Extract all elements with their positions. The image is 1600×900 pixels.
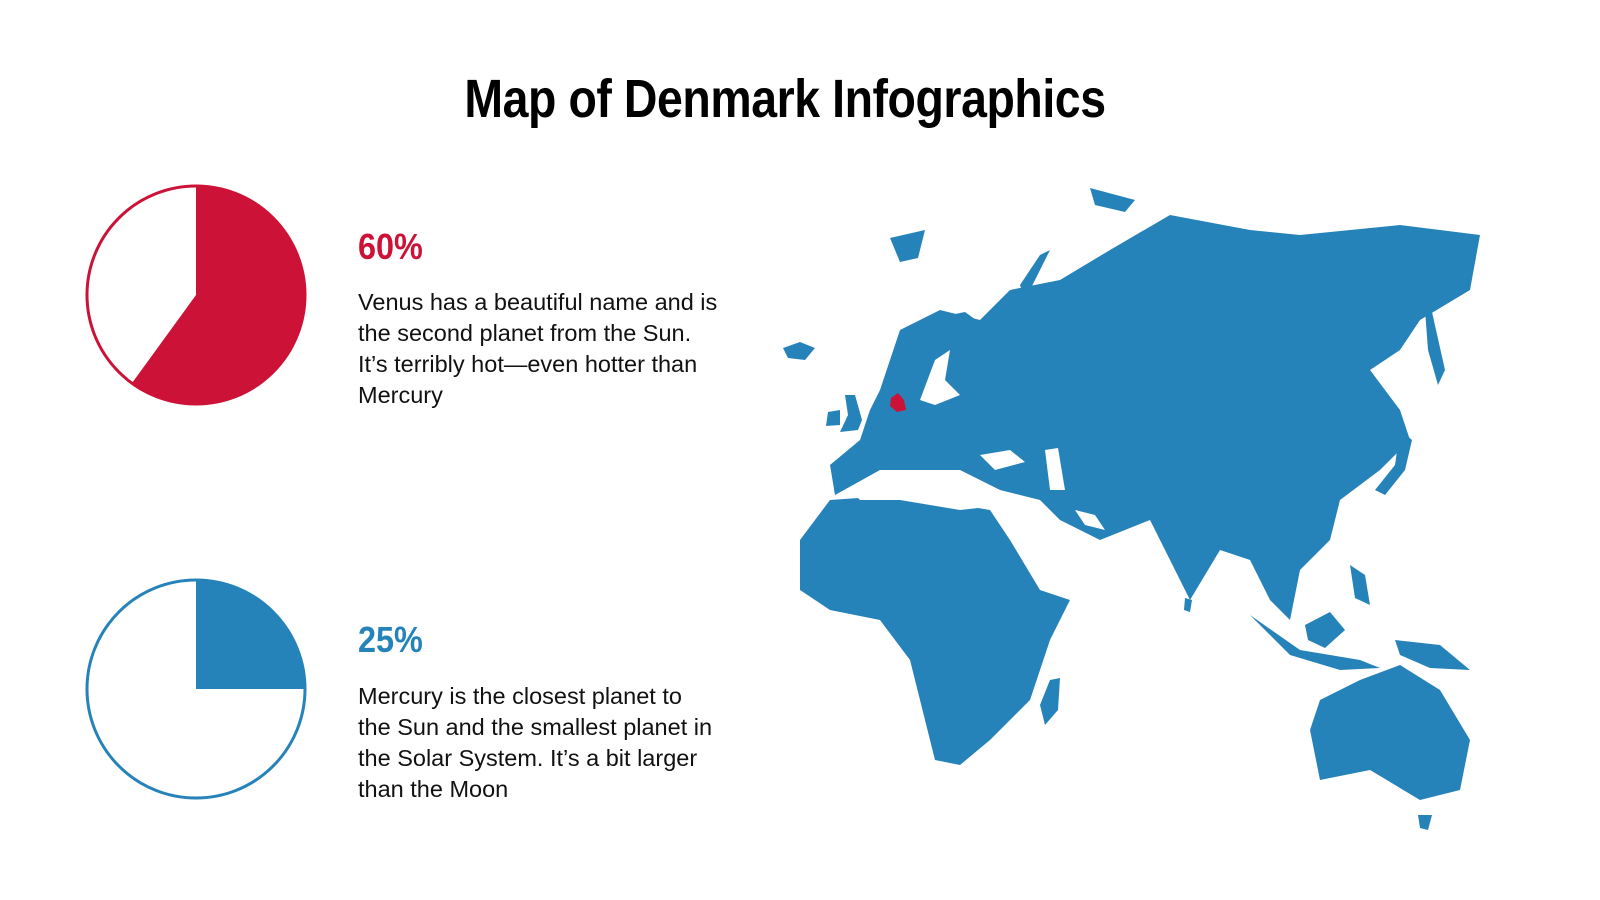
- page-title: Map of Denmark Infographics: [464, 69, 1106, 129]
- map-japan: [1375, 430, 1412, 495]
- stat-description-mercury: Mercury is the closest planet to the Sun…: [358, 683, 713, 802]
- stat-percent-60: 60%: [358, 226, 423, 267]
- map-baltic-sea: [920, 350, 960, 405]
- world-map: [783, 188, 1480, 830]
- map-svalbard: [890, 230, 925, 262]
- map-philippines: [1350, 565, 1370, 605]
- map-red-sea: [1000, 505, 1050, 578]
- map-borneo: [1305, 612, 1345, 648]
- pie-chart-25: [85, 578, 307, 800]
- stat-description-venus: Venus has a beautiful name and is the se…: [358, 289, 718, 408]
- map-new-guinea: [1395, 640, 1470, 670]
- map-ireland: [826, 410, 840, 426]
- map-africa: [800, 495, 1070, 765]
- map-iceland: [783, 342, 815, 360]
- map-novaya-zemlya: [1020, 250, 1050, 300]
- map-tasmania: [1418, 815, 1432, 830]
- map-mediterranean: [850, 478, 1005, 510]
- map-caspian-sea: [1045, 448, 1065, 490]
- map-eurasia: [830, 215, 1480, 620]
- map-madagascar: [1040, 678, 1060, 725]
- map-sakhalin: [1425, 310, 1445, 385]
- map-sri-lanka: [1184, 598, 1192, 612]
- map-black-sea: [980, 450, 1025, 470]
- map-denmark-highlight: [890, 393, 906, 412]
- map-scandinavia: [880, 312, 990, 405]
- map-australia: [1310, 665, 1470, 800]
- map-persian-gulf: [1075, 510, 1105, 530]
- map-indonesia: [1250, 615, 1380, 670]
- map-franz-josef: [1090, 188, 1135, 212]
- pie-value-slice: [131, 186, 306, 404]
- map-britain: [840, 395, 862, 432]
- pie-chart-60: [85, 184, 307, 406]
- pie-value-slice: [196, 580, 305, 689]
- stat-percent-25: 25%: [358, 619, 423, 660]
